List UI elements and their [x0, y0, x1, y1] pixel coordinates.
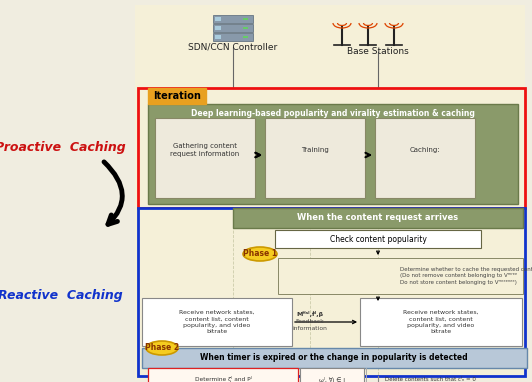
Bar — [300, 368, 364, 382]
Text: Delete contents such that cᴵₙ = 0
Update forwarding entries based on Pᴵ: Delete contents such that cᴵₙ = 0 Update… — [377, 377, 483, 382]
Text: Check content popularity: Check content popularity — [329, 235, 427, 243]
Bar — [142, 298, 292, 346]
Bar — [375, 118, 475, 198]
Text: Mᴴˢᴵ,ḟᴵ,β: Mᴴˢᴵ,ḟᴵ,β — [296, 311, 323, 317]
Text: Determine ζᴵ and Pᴵ
with given Γ, F, Mᴴˢᴵ, ∀i ∈ I: Determine ζᴵ and Pᴵ with given Γ, F, Mᴴˢ… — [184, 376, 262, 382]
Bar — [155, 118, 255, 198]
Text: Proactive  Caching: Proactive Caching — [0, 141, 126, 154]
Bar — [243, 36, 248, 38]
Text: Gathering content
request information: Gathering content request information — [170, 143, 239, 157]
Text: When timer is expired or the change in popularity is detected: When timer is expired or the change in p… — [200, 353, 468, 363]
Bar — [215, 26, 221, 30]
Text: Caching:: Caching: — [410, 147, 440, 153]
Ellipse shape — [146, 341, 178, 355]
Text: Determine whether to cache the requested content
(Do not remove content belongin: Determine whether to cache the requested… — [400, 267, 532, 285]
Bar — [243, 18, 248, 20]
Bar — [360, 298, 522, 346]
Bar — [135, 5, 525, 380]
Text: Receive network states,
content list, content
popularity, and video
bitrate: Receive network states, content list, co… — [179, 310, 255, 334]
Text: SDN/CCN Controller: SDN/CCN Controller — [188, 42, 278, 52]
Text: Feedback
information: Feedback information — [293, 319, 327, 330]
Text: Reactive  Caching: Reactive Caching — [0, 288, 122, 301]
Ellipse shape — [243, 247, 277, 261]
Text: Receive network states,
content list, content
popularity, and video
bitrate: Receive network states, content list, co… — [403, 310, 479, 334]
Bar — [138, 88, 525, 208]
Text: Base Stations: Base Stations — [347, 47, 409, 57]
Bar — [215, 35, 221, 39]
Bar — [243, 27, 248, 29]
Bar — [148, 104, 518, 204]
Text: Training: Training — [301, 147, 329, 153]
Text: ωᴵ, ∀i ∈ I
Pᴵ, ∀i ∈ I: ωᴵ, ∀i ∈ I Pᴵ, ∀i ∈ I — [319, 377, 345, 382]
Text: Deep learning-based popularity and virality estimation & caching: Deep learning-based popularity and viral… — [191, 108, 475, 118]
Bar — [265, 118, 365, 198]
Bar — [142, 348, 527, 368]
Bar — [278, 258, 523, 294]
Bar — [275, 230, 481, 248]
Bar — [213, 24, 253, 32]
Bar — [213, 15, 253, 23]
Bar — [138, 208, 525, 376]
Bar — [148, 368, 298, 382]
Text: Phase 1: Phase 1 — [243, 249, 277, 259]
Bar — [215, 17, 221, 21]
Text: When the content request arrives: When the content request arrives — [297, 214, 459, 222]
Bar — [233, 208, 523, 228]
Text: Iteration: Iteration — [153, 91, 201, 101]
Text: Phase 2: Phase 2 — [145, 343, 179, 353]
Bar — [213, 33, 253, 41]
Bar — [148, 88, 206, 104]
